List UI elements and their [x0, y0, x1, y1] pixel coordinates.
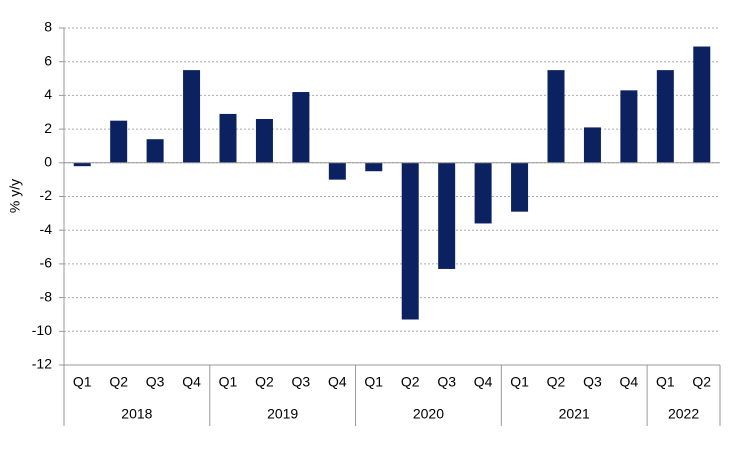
bar: [292, 92, 310, 163]
y-tick-label: 2: [44, 120, 52, 136]
y-tick-label: 8: [44, 19, 52, 35]
bar: [255, 118, 273, 163]
bar: [110, 120, 128, 163]
y-tick-label: -6: [40, 255, 53, 271]
y-tick-label: -8: [40, 288, 53, 304]
x-tick-label: Q2: [255, 374, 274, 390]
x-tick-label: Q1: [364, 374, 383, 390]
x-tick-label: Q1: [219, 374, 238, 390]
bar: [365, 162, 383, 172]
group-label: 2019: [267, 406, 298, 422]
x-tick-label: Q4: [328, 374, 347, 390]
x-tick-label: Q1: [510, 374, 529, 390]
bar: [620, 90, 638, 163]
group-label: 2020: [413, 406, 444, 422]
y-tick-label: -2: [40, 187, 53, 203]
y-tick-label: -12: [32, 356, 52, 372]
bar: [73, 162, 91, 167]
bar: [328, 162, 346, 180]
y-tick-label: -10: [32, 322, 52, 338]
y-tick-label: 4: [44, 86, 52, 102]
bar: [474, 162, 492, 224]
group-label: 2021: [559, 406, 590, 422]
y-tick-label: -4: [40, 221, 53, 237]
y-axis-label: % y/y: [7, 179, 23, 213]
bar: [511, 162, 529, 212]
bar: [219, 113, 237, 163]
x-tick-label: Q3: [437, 374, 456, 390]
x-tick-label: Q4: [474, 374, 493, 390]
bar: [146, 139, 164, 163]
x-tick-label: Q2: [109, 374, 128, 390]
x-tick-label: Q3: [292, 374, 311, 390]
bar: [401, 162, 419, 320]
x-tick-label: Q4: [182, 374, 201, 390]
x-tick-label: Q1: [656, 374, 675, 390]
x-tick-label: Q3: [146, 374, 165, 390]
x-tick-label: Q2: [401, 374, 420, 390]
bar: [656, 70, 674, 163]
bar: [438, 162, 456, 269]
x-tick-label: Q3: [583, 374, 602, 390]
group-label: 2022: [668, 406, 699, 422]
bar: [547, 70, 565, 163]
x-tick-label: Q2: [692, 374, 711, 390]
x-tick-label: Q2: [547, 374, 566, 390]
y-tick-label: 6: [44, 52, 52, 68]
group-label: 2018: [121, 406, 152, 422]
x-tick-label: Q4: [620, 374, 639, 390]
y-tick-label: 0: [44, 154, 52, 170]
bar: [693, 46, 711, 163]
bar: [183, 70, 201, 163]
bar: [583, 127, 601, 163]
x-tick-label: Q1: [73, 374, 92, 390]
